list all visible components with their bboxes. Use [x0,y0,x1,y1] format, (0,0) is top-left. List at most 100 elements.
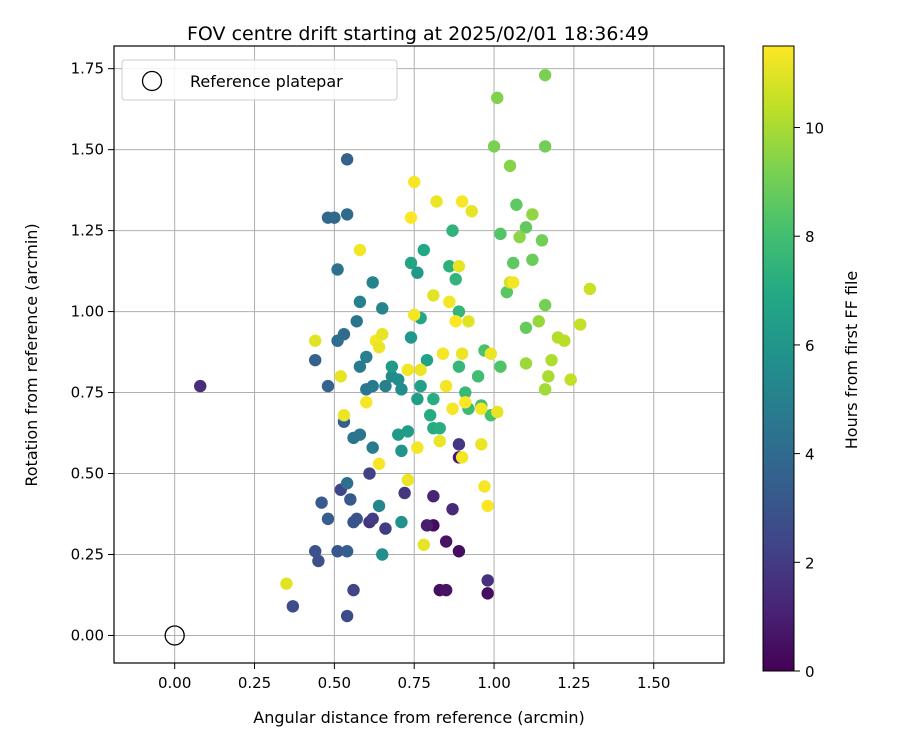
data-point [366,512,379,526]
colorbar-tick-label: 8 [805,228,815,246]
data-point [360,350,373,364]
data-point [404,331,418,344]
legend: Reference platepar [121,59,398,101]
data-point [411,392,424,406]
data-point [439,379,453,393]
y-axis-ticks: 0.00 0.25 0.50 0.75 1.00 1.25 1.50 1.75 [71,60,114,644]
data-point [500,285,514,299]
data-point [430,195,443,208]
data-point [427,392,440,406]
y-tick-label: 1.00 [71,303,104,321]
data-point [360,396,373,409]
data-point [491,405,504,419]
data-point [309,353,322,367]
y-tick-label: 0.50 [71,465,104,483]
data-point [439,583,453,597]
data-point [286,600,300,613]
data-point [481,587,494,600]
data-point [439,535,453,548]
scatter-points [164,68,597,646]
data-point [583,282,597,296]
reference-platepar-marker [164,625,185,646]
data-point [503,159,517,173]
data-point [481,499,494,513]
data-point [331,545,344,558]
grid-lines [114,46,724,663]
data-point [376,328,389,341]
colorbar-tick-label: 6 [805,337,815,355]
data-point [455,451,469,464]
x-tick-label: 1.00 [477,674,510,692]
data-point [321,379,335,393]
data-point [507,276,520,289]
data-point [340,153,354,166]
data-point [366,276,379,289]
data-point [331,334,344,347]
colorbar-label: Hours from first FF file [842,271,861,450]
data-point [452,438,466,451]
data-point [526,208,539,221]
data-point [459,396,472,409]
data-point [309,545,322,558]
legend-box [121,59,398,101]
data-point [340,609,354,623]
data-point [363,467,376,480]
data-point [452,260,466,273]
data-point [309,334,322,347]
data-point [344,493,357,506]
x-tick-label: 0.50 [318,674,351,692]
data-point [452,305,466,318]
data-point [484,347,498,360]
x-tick-label: 1.50 [637,674,670,692]
data-point [471,370,485,383]
data-point [510,198,523,211]
y-axis-label: Rotation from reference (arcmin) [22,223,41,486]
colorbar: 0 2 4 6 8 10 Hours from first FF file [762,45,861,681]
data-point [372,457,386,471]
data-point [376,548,389,561]
data-point [414,379,427,393]
data-point [366,379,379,393]
data-point [331,263,344,276]
data-point [379,522,392,535]
data-point [452,545,466,558]
data-point [372,499,386,513]
data-point [404,211,418,224]
data-point [395,444,408,458]
data-point [487,140,501,153]
data-point [315,496,328,509]
data-point [433,421,446,435]
x-tick-label: 0.25 [238,674,271,692]
data-point [519,221,533,234]
colorbar-tick-label: 4 [805,446,815,464]
data-point [420,519,434,532]
data-point [513,230,526,244]
data-point [436,347,450,360]
data-point [455,347,469,360]
data-point [350,512,363,526]
data-point [353,295,367,309]
plot-frame [113,45,725,664]
x-tick-label: 0.00 [158,674,191,692]
data-point [411,266,424,279]
data-point [535,234,549,247]
data-point [376,302,389,315]
data-point [340,208,354,221]
colorbar-ticks: 0 2 4 6 8 10 [794,120,824,681]
data-point [574,318,587,331]
data-point [526,253,539,266]
data-point [452,360,466,373]
x-tick-label: 1.25 [557,674,590,692]
data-point [519,321,533,334]
x-axis-ticks: 0.00 0.25 0.50 0.75 1.00 1.25 1.50 [158,663,670,692]
data-point [564,373,577,386]
y-tick-label: 1.75 [71,60,104,78]
data-point [417,243,430,257]
data-point [385,360,399,373]
data-point [408,175,421,189]
legend-label-reference: Reference platepar [190,72,343,91]
data-point [475,402,488,415]
data-point [398,486,411,500]
data-point [455,195,469,208]
